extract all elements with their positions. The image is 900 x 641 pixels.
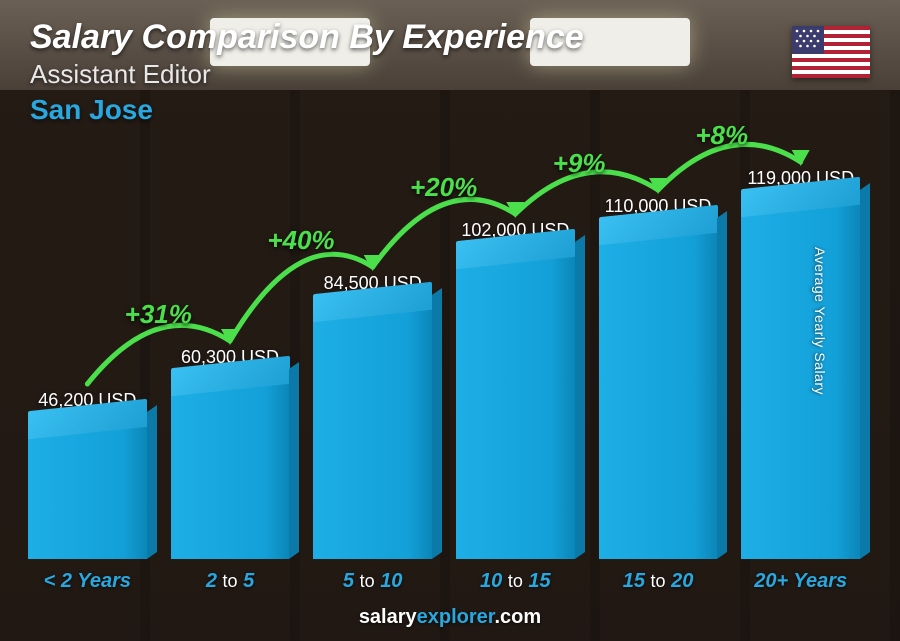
x-category-2: 5 to 10 [313, 570, 432, 593]
bar-4: 110,000 USD [599, 196, 718, 559]
bar-front-face [313, 302, 432, 559]
chart-title: Salary Comparison By Experience [30, 18, 870, 57]
x-category-4: 15 to 20 [599, 570, 718, 593]
bar-body [741, 197, 860, 559]
bar-3: 102,000 USD [456, 220, 575, 559]
bar-side-face [860, 183, 870, 559]
header: Salary Comparison By Experience Assistan… [30, 18, 870, 126]
bar-side-face [432, 288, 442, 559]
bar-front-face [171, 376, 290, 559]
pct-increase-label-2: +40% [267, 225, 334, 256]
brand-suffix: explorer [417, 606, 495, 628]
bar-side-face [575, 235, 585, 559]
brand-prefix: salary [359, 606, 417, 628]
bar-5: 119,000 USD [741, 168, 860, 559]
pct-increase-label-1: +31% [125, 299, 192, 330]
x-category-5: 20+ Years [741, 570, 860, 593]
bar-body [171, 376, 290, 559]
bar-front-face [741, 197, 860, 559]
x-category-3: 10 to 15 [456, 570, 575, 593]
y-axis-label: Average Yearly Salary [812, 247, 828, 395]
chart-subtitle: Assistant Editor [30, 59, 870, 90]
pct-increase-label-5: +8% [695, 120, 748, 151]
brand-tld: .com [494, 606, 541, 628]
bar-front-face [456, 249, 575, 559]
bar-side-face [289, 362, 299, 559]
bar-side-face [147, 405, 157, 559]
bar-front-face [599, 225, 718, 559]
x-category-1: 2 to 5 [171, 570, 290, 593]
bar-2: 84,500 USD [313, 273, 432, 559]
x-axis: < 2 Years 2 to 5 5 to 10 10 to 15 15 to 20 20… [28, 570, 860, 593]
bar-0: 46,200 USD [28, 390, 147, 559]
bar-front-face [28, 419, 147, 559]
pct-increase-label-3: +20% [410, 172, 477, 203]
bar-body [456, 249, 575, 559]
bar-body [313, 302, 432, 559]
x-category-0: < 2 Years [28, 570, 147, 593]
bar-side-face [717, 211, 727, 559]
footer-brand: salaryexplorer.com [0, 606, 900, 629]
bar-body [28, 419, 147, 559]
bar-body [599, 225, 718, 559]
pct-increase-label-4: +9% [553, 148, 606, 179]
us-flag-icon [792, 26, 870, 78]
bar-1: 60,300 USD [171, 347, 290, 559]
